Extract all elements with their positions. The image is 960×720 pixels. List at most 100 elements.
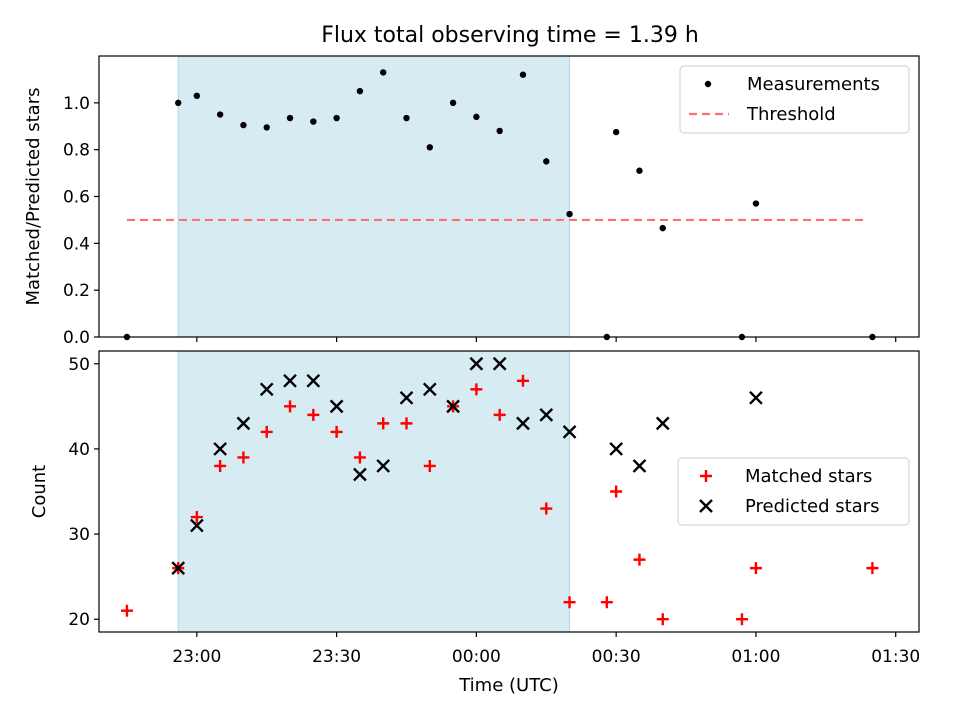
measurement-point xyxy=(519,71,527,78)
predicted-star-point xyxy=(632,459,647,473)
legend-box xyxy=(679,65,910,134)
predicted-star-point xyxy=(399,390,414,405)
measurement-point xyxy=(380,69,387,76)
predicted-star-point xyxy=(609,442,624,456)
measurement-point xyxy=(310,118,317,125)
predicted-star-point xyxy=(749,390,763,405)
matched-star-point xyxy=(190,511,203,524)
predicted-star-point xyxy=(236,416,251,431)
y-tick-label: 20 xyxy=(68,610,90,630)
matched-star-point xyxy=(284,400,297,413)
y-tick-label: 0.2 xyxy=(63,281,90,301)
matched-star-point xyxy=(423,459,436,472)
x-tick-label: 00:00 xyxy=(452,647,501,667)
axes-frame xyxy=(98,55,920,338)
matched-star-point xyxy=(633,553,646,566)
measurement-point xyxy=(216,111,224,118)
observing-window-span xyxy=(177,350,571,633)
predicted-star-point xyxy=(655,416,670,431)
x-tick-label: 23:30 xyxy=(312,647,361,667)
observing-window-span xyxy=(177,55,571,338)
measurement-point xyxy=(286,114,294,122)
predicted-star-point xyxy=(446,399,460,414)
matched-star-point xyxy=(330,425,343,438)
y-tick-label: 30 xyxy=(68,525,90,545)
matched-star-point xyxy=(353,451,366,464)
measurement-point xyxy=(263,124,270,131)
series-measurements xyxy=(123,69,876,341)
matched-star-point xyxy=(656,613,669,626)
legend-label: Predicted stars xyxy=(745,496,879,517)
matched-star-point xyxy=(866,562,879,575)
measurement-point xyxy=(543,158,550,165)
matched-star-point xyxy=(377,417,390,430)
predicted-star-point xyxy=(469,356,484,371)
predicted-star-point xyxy=(259,382,274,397)
measurement-point xyxy=(240,121,247,129)
measurement-point xyxy=(356,87,364,95)
x-axis-label: Time (UTC) xyxy=(458,675,559,696)
predicted-star-point xyxy=(213,442,227,456)
axes-frame xyxy=(98,350,920,633)
x-tick-label: 00:30 xyxy=(592,647,641,667)
legend-label: Matched stars xyxy=(745,466,872,487)
count-panel: 20 30 40 50 23:00 23:30 00:00 00:30 01:00 01:30 Co… xyxy=(29,350,920,696)
legend-label: Measurements xyxy=(747,74,880,95)
matched-star-point xyxy=(470,383,483,396)
matched-star-point xyxy=(540,502,553,515)
predicted-star-point xyxy=(306,373,321,388)
measurement-point xyxy=(175,99,182,107)
predicted-star-point xyxy=(376,459,391,473)
y-tick-label: 0.6 xyxy=(63,188,90,208)
y-tick-label: 50 xyxy=(68,355,90,375)
predicted-star-point xyxy=(562,425,577,439)
legend: Measurements Threshold xyxy=(679,65,910,134)
x-tick-label: 01:00 xyxy=(731,647,780,667)
matched-star-point xyxy=(563,596,576,609)
predicted-star-point xyxy=(283,373,297,388)
legend-marker-x xyxy=(699,499,713,513)
predicted-star-point xyxy=(171,561,186,575)
matched-star-point xyxy=(516,374,529,387)
matched-star-point xyxy=(600,596,613,609)
matched-star-point xyxy=(735,613,748,626)
series-matched-stars xyxy=(120,374,879,626)
measurement-point xyxy=(403,114,410,122)
legend-marker-dot xyxy=(704,80,712,88)
predicted-star-point xyxy=(492,356,507,371)
matched-star-point xyxy=(260,425,273,438)
matched-star-point xyxy=(214,459,227,472)
y-axis-label: Count xyxy=(29,465,50,518)
legend-label: Threshold xyxy=(746,104,836,125)
chart-title: Flux total observing time = 1.39 h xyxy=(321,23,699,48)
measurement-point xyxy=(426,144,433,151)
x-tick-label: 23:00 xyxy=(172,647,221,667)
predicted-star-point xyxy=(516,416,530,431)
measurement-point xyxy=(496,127,503,135)
measurement-point xyxy=(636,167,643,174)
matched-star-point xyxy=(400,417,413,430)
y-axis-label: Matched/Predicted stars xyxy=(23,88,44,306)
y-tick-label: 0.8 xyxy=(63,141,90,161)
legend-box xyxy=(677,457,910,526)
measurement-point xyxy=(752,200,760,207)
measurement-point xyxy=(333,114,340,122)
matched-star-point xyxy=(237,451,250,464)
legend-marker-plus xyxy=(700,470,712,482)
measurement-point xyxy=(193,92,201,100)
series-predicted-stars xyxy=(171,356,763,575)
measurement-point xyxy=(566,210,573,218)
predicted-star-point xyxy=(329,399,344,414)
matched-star-point xyxy=(610,485,623,498)
measurement-point xyxy=(659,224,666,232)
measurement-point xyxy=(473,113,480,121)
matched-star-point xyxy=(120,604,133,617)
predicted-star-point xyxy=(189,518,204,533)
y-tick-label: 0.4 xyxy=(63,234,90,254)
legend: Matched stars Predicted stars xyxy=(677,457,910,526)
predicted-star-point xyxy=(422,382,437,397)
ratio-panel: 0.0 0.2 0.4 0.6 0.8 1.0 Matched/Predicted star… xyxy=(23,55,920,348)
measurement-point xyxy=(612,128,620,136)
y-tick-label: 40 xyxy=(68,440,90,460)
